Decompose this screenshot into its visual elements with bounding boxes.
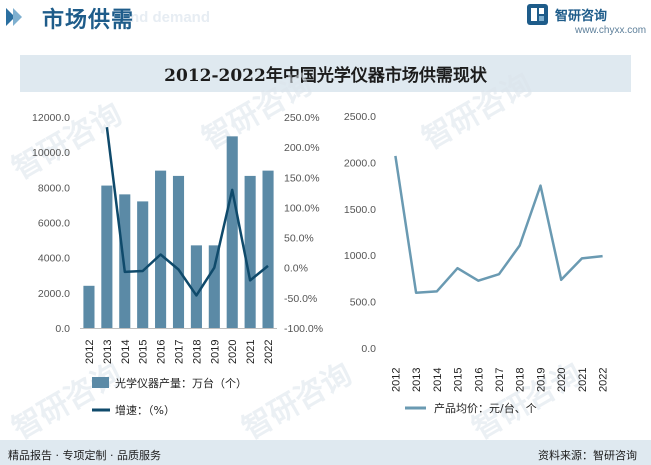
left-y-tick-label: 12000.0 [32,112,70,124]
production-bar [244,175,256,328]
x-tick-label: 2022 [263,340,275,364]
price-x-tick-label: 2020 [556,368,568,392]
growth-rate-line [105,127,269,297]
average-price-line [394,155,603,295]
production-bar [172,175,185,328]
chart-title-banner: 2012-2022年中国光学仪器市场供需现状 [20,55,631,92]
price-x-tick-label: 2021 [577,368,589,392]
chart-title: 2012-2022年中国光学仪器市场供需现状 [164,66,487,86]
watermark-text: 智研咨询 [237,357,358,440]
price-x-tick-label: 2019 [535,368,547,392]
price-x-tick-label: 2022 [598,368,610,392]
left-y-tick-label: 2000.0 [38,288,70,300]
price-y-tick-label: 500.0 [350,297,376,309]
right-y-tick-label: 200.0% [284,142,320,154]
x-tick-label: 2019 [209,340,221,364]
x-tick-label: 2021 [245,340,257,364]
legend-bar-label: 光学仪器产量：万台（个） [115,376,247,390]
right-y-tick-label: -50.0% [284,293,317,305]
x-tick-label: 2016 [156,340,168,364]
production-chart: 0.0 2000.0 4000.0 6000.0 8000.0 10000.0 12000.… [32,112,323,417]
x-tick-label: 2013 [102,340,114,364]
header-bar: nd demand 市场供需 智研咨询 www.chyxx.com [0,0,651,40]
price-x-tick-label: 2017 [494,368,506,392]
price-y-tick-label: 1000.0 [344,250,376,262]
price-x-tick-label: 2013 [411,368,423,392]
left-y-tick-label: 8000.0 [38,182,70,194]
brand-logo-url: www.chyxx.com [575,25,647,36]
production-bar [137,201,149,328]
price-x-tick-label: 2015 [453,368,465,392]
production-bar [226,136,238,328]
watermark-text: 智研咨询 [7,357,128,440]
right-y-tick-label: 150.0% [284,172,320,184]
x-tick-label: 2017 [174,340,186,364]
price-x-tick-label: 2014 [432,368,444,392]
footer-tagline: 精品报告 · 专项定制 · 品质服务 [8,449,161,462]
price-legend-label: 产品均价：元/台、个 [434,401,537,415]
page-title: 市场供需 [42,8,135,33]
right-y-tick-label: 0.0% [284,263,308,275]
production-bar [155,170,167,328]
legend-bar-swatch [92,377,109,388]
production-bar [101,185,113,328]
production-bar [262,170,274,328]
legend-line-label: 增速：（%） [115,403,175,417]
header-ghost-text: nd demand [130,9,211,26]
price-y-tick-label: 2500.0 [344,111,376,123]
right-y-tick-label: 250.0% [284,112,320,124]
header-accent-icon [6,8,22,26]
production-bar [119,194,131,328]
price-y-tick-label: 0.0 [361,343,376,355]
price-y-tick-label: 2000.0 [344,157,376,169]
price-x-tick-label: 2018 [515,368,527,392]
x-tick-label: 2014 [120,340,132,364]
x-tick-label: 2018 [191,340,203,364]
right-y-tick-label: -100.0% [284,323,323,335]
x-tick-label: 2015 [138,340,150,364]
production-bar [190,245,202,328]
left-y-tick-label: 4000.0 [38,253,70,265]
brand-logo-name: 智研咨询 [555,9,608,24]
production-bar [83,285,95,328]
production-bar [208,245,220,328]
price-x-tick-label: 2016 [473,368,485,392]
x-tick-label: 2020 [227,340,239,364]
price-chart: 0.0 500.0 1000.0 1500.0 2000.0 2500.0 2012 2013… [344,111,610,415]
price-x-tick-label: 2012 [390,368,402,392]
x-tick-label: 2012 [84,340,96,364]
watermark-text: 智研咨询 [417,67,538,157]
left-y-tick-label: 6000.0 [38,218,70,230]
left-y-tick-label: 0.0 [55,323,70,335]
brand-logo: 智研咨询 www.chyxx.com [527,3,647,41]
left-y-tick-label: 10000.0 [32,147,70,159]
price-y-tick-label: 1500.0 [344,204,376,216]
footer-source: 资料来源：智研咨询 [538,449,637,462]
right-y-tick-label: 100.0% [284,202,320,214]
footer-bar: 精品报告 · 专项定制 · 品质服务 资料来源：智研咨询 [0,440,651,465]
brand-logo-icon [527,4,548,25]
right-y-tick-label: 50.0% [284,233,314,245]
